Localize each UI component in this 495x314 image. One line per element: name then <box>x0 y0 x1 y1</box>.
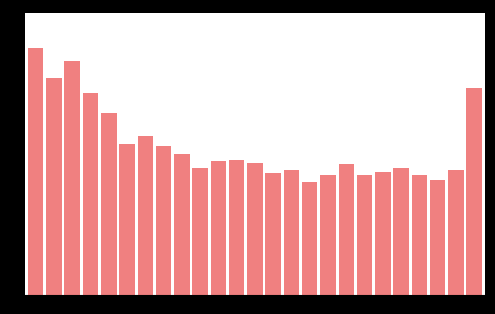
Bar <box>375 171 391 295</box>
Bar <box>247 163 263 295</box>
Bar <box>193 168 208 295</box>
Bar <box>28 48 44 295</box>
Bar <box>138 136 153 295</box>
Bar <box>46 78 62 295</box>
Bar <box>430 180 446 295</box>
Bar <box>101 113 116 295</box>
Bar <box>229 160 245 295</box>
Bar <box>119 144 135 295</box>
Bar <box>284 170 299 295</box>
Bar <box>394 168 409 295</box>
Bar <box>64 61 80 295</box>
Bar <box>211 161 226 295</box>
Bar <box>83 93 99 295</box>
Bar <box>302 181 317 295</box>
Bar <box>320 175 336 295</box>
Bar <box>466 88 482 295</box>
Bar <box>265 172 281 295</box>
Bar <box>174 154 190 295</box>
Bar <box>448 170 464 295</box>
Bar <box>156 146 171 295</box>
Bar <box>411 175 427 295</box>
Bar <box>357 175 372 295</box>
Bar <box>339 164 354 295</box>
